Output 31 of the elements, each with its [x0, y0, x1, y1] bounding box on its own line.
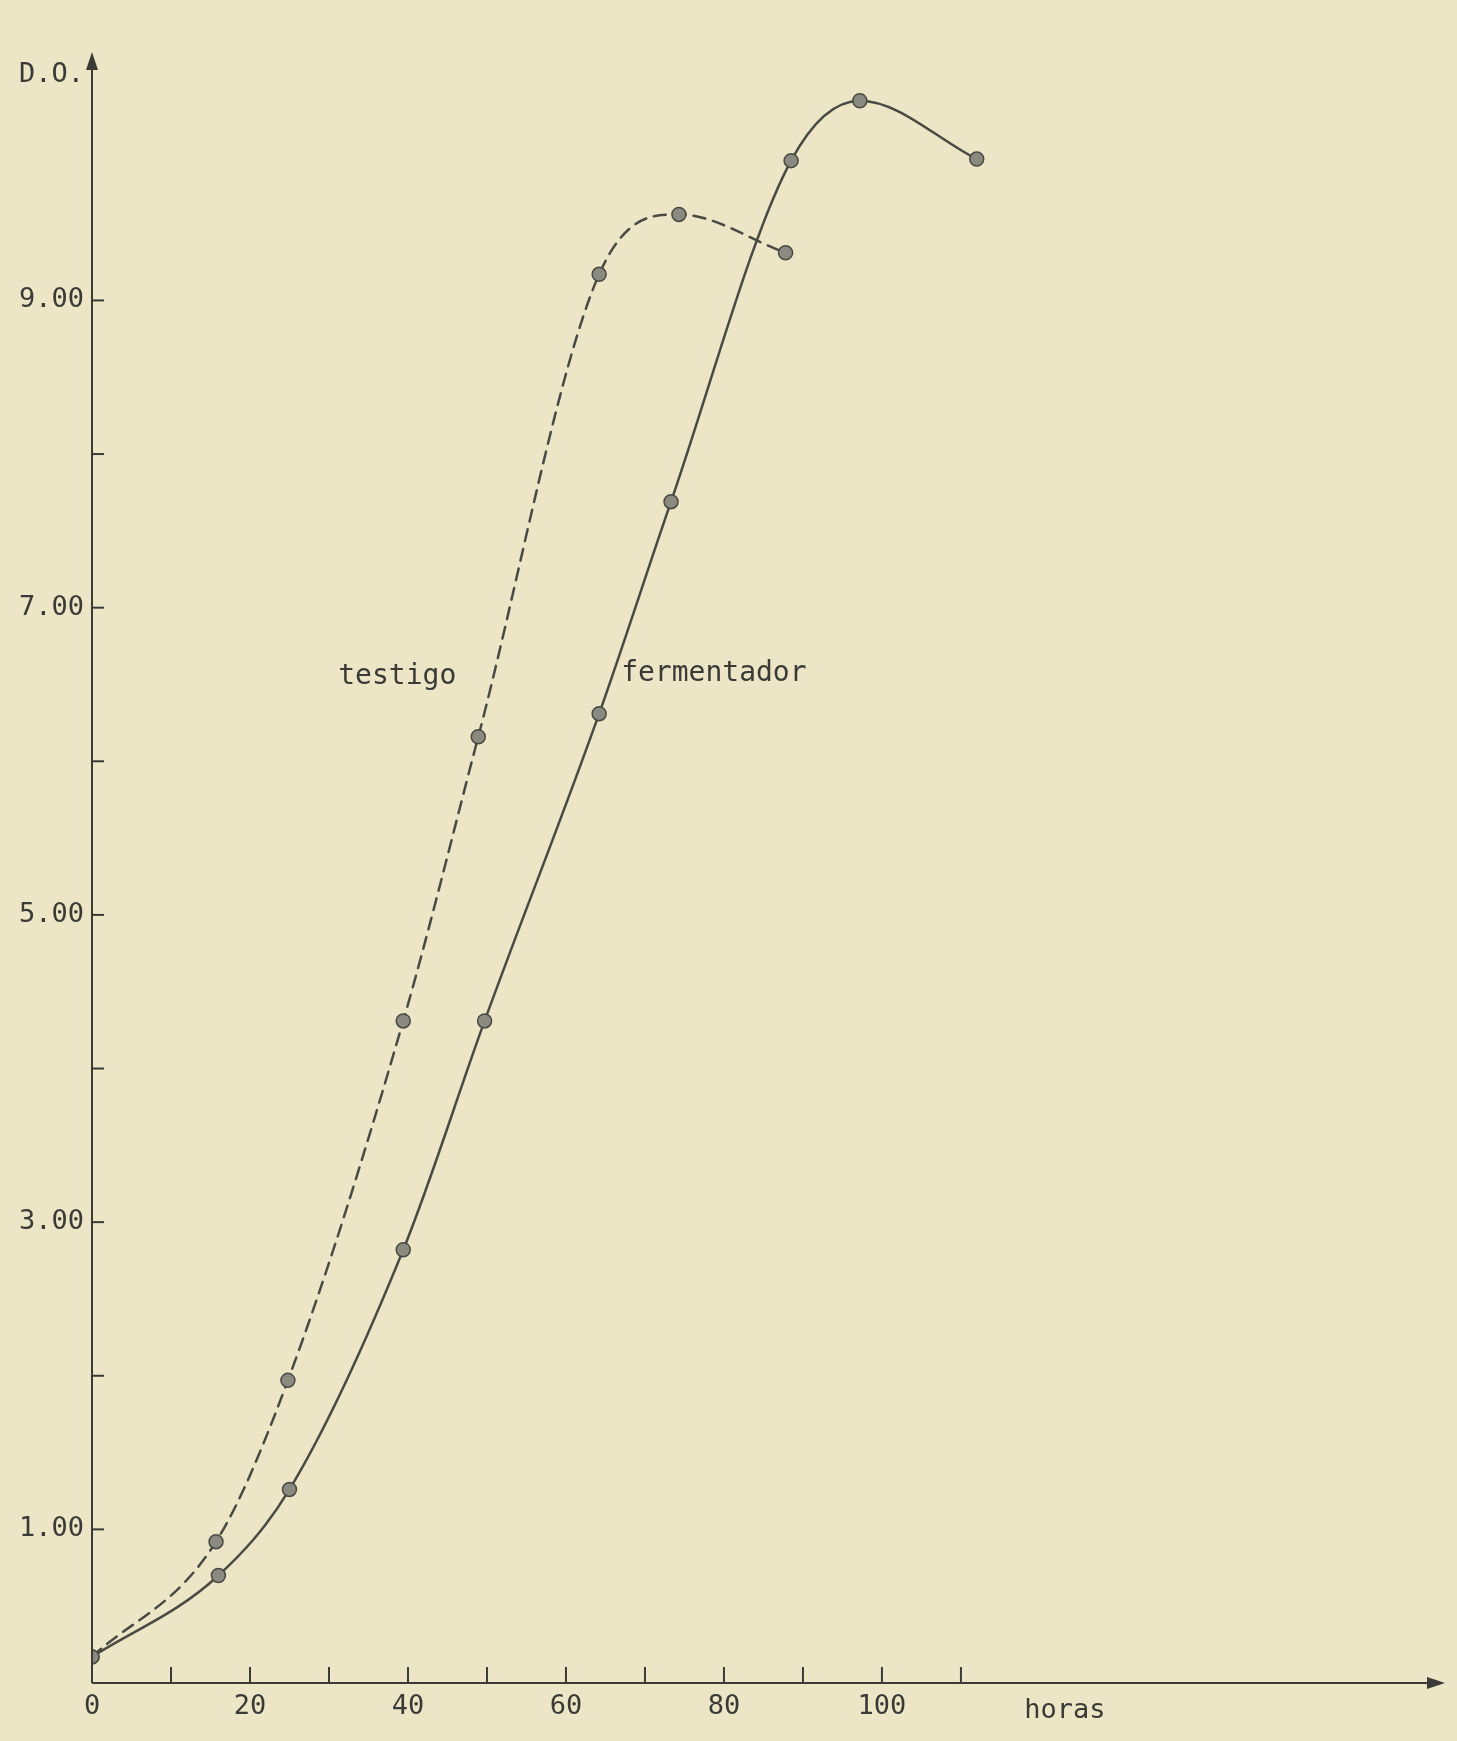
- point: [968, 151, 985, 167]
- point: [210, 1567, 227, 1584]
- series-label: fermentador: [621, 654, 807, 688]
- point: [395, 1242, 411, 1258]
- x-tick-label: 80: [707, 1688, 741, 1720]
- x-tick-label: 100: [857, 1688, 907, 1720]
- series-label: testigo: [338, 657, 457, 691]
- point: [783, 152, 799, 169]
- x-tick-label: 0: [83, 1688, 101, 1720]
- point: [591, 266, 607, 283]
- point: [208, 1533, 224, 1550]
- y-tick-label: 1.00: [18, 1511, 84, 1543]
- x-tick-label: 60: [549, 1688, 583, 1720]
- point: [591, 705, 607, 722]
- x-tick-label: 20: [233, 1688, 267, 1720]
- x-axis-title: horas: [1024, 1692, 1106, 1724]
- point: [280, 1372, 296, 1389]
- x-tick-label: 40: [391, 1688, 425, 1720]
- y-axis-title: D.O.: [18, 57, 84, 89]
- point: [395, 1013, 411, 1029]
- point: [852, 92, 868, 109]
- y-tick-label: 9.00: [18, 282, 84, 314]
- point: [663, 493, 679, 510]
- point: [476, 1013, 493, 1029]
- point: [470, 728, 487, 745]
- y-tick-label: 7.00: [18, 589, 84, 621]
- y-tick-label: 3.00: [18, 1204, 84, 1236]
- point: [281, 1481, 298, 1498]
- point: [777, 245, 794, 261]
- y-tick-label: 5.00: [18, 896, 84, 928]
- point: [671, 206, 687, 223]
